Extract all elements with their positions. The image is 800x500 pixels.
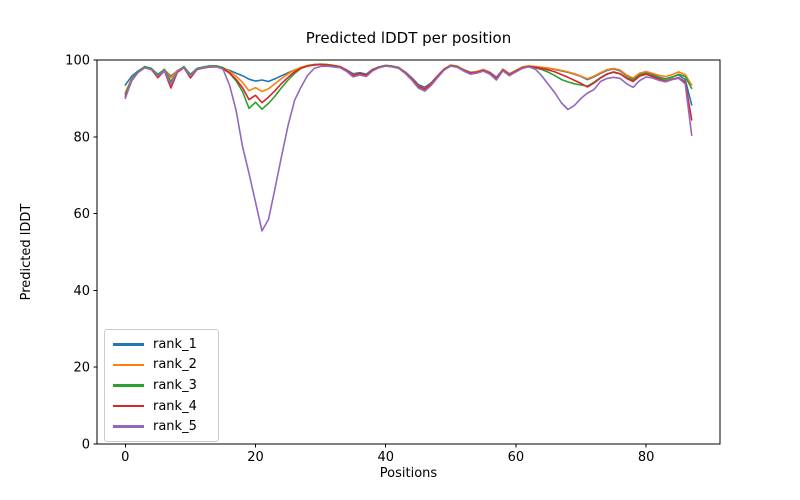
x-tick-label: 20 [247, 450, 264, 465]
y-axis-label: Predicted lDDT [19, 203, 34, 301]
legend-item-rank_5: rank_5 [113, 416, 210, 437]
x-tick-label: 40 [377, 450, 394, 465]
y-tick-label: 0 [82, 438, 90, 453]
legend-item-rank_4: rank_4 [113, 396, 210, 417]
legend-label: rank_1 [153, 336, 197, 352]
y-tick-label: 60 [73, 207, 90, 222]
legend-item-rank_2: rank_2 [113, 355, 210, 376]
y-tick-label: 20 [73, 361, 90, 376]
x-axis-label: Positions [379, 466, 438, 481]
y-tick-label: 100 [65, 54, 90, 69]
legend-swatch-rank_1 [113, 343, 144, 346]
legend-label: rank_4 [153, 398, 197, 414]
x-tick-label: 80 [638, 450, 655, 465]
y-tick-label: 80 [73, 130, 90, 145]
legend-label: rank_5 [153, 419, 197, 435]
x-tick-label: 0 [121, 450, 129, 465]
axes-frame [96, 59, 721, 445]
series-line-rank_5 [124, 65, 693, 232]
legend-item-rank_3: rank_3 [113, 375, 210, 396]
legend-swatch-rank_2 [113, 363, 144, 367]
y-tick-label: 40 [73, 284, 90, 299]
legend-swatch-rank_5 [113, 425, 144, 428]
legend-swatch-rank_3 [113, 384, 144, 387]
legend-item-rank_1: rank_1 [113, 334, 210, 355]
legend-swatch-rank_4 [113, 404, 144, 408]
chart-title: Predicted lDDT per position [305, 29, 512, 47]
x-tick-label: 60 [508, 450, 525, 465]
legend-label: rank_3 [153, 377, 197, 393]
legend-label: rank_2 [153, 357, 197, 373]
series-line-rank_4 [124, 63, 693, 121]
legend: rank_1 rank_2 rank_3 rank_4 rank_5 [104, 329, 219, 442]
